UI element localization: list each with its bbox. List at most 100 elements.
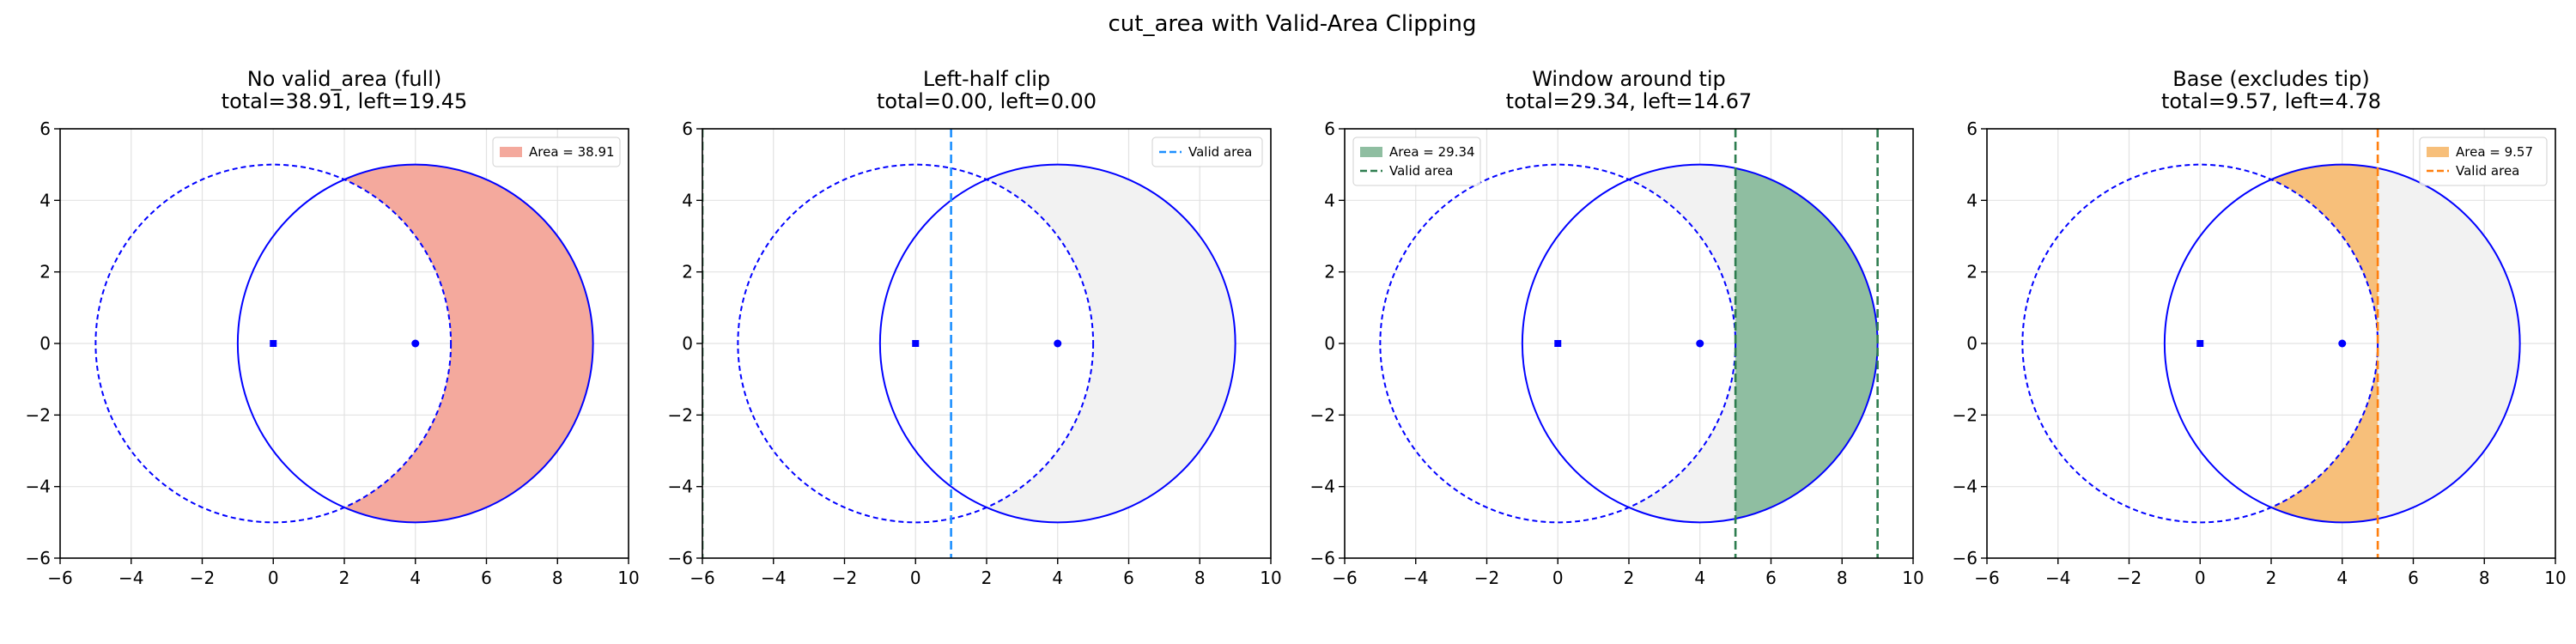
y-tick-label: −6	[1953, 548, 1978, 568]
center-marker-square	[912, 340, 920, 347]
y-tick-label: −2	[26, 404, 51, 425]
subplot-title-line: Window around tip	[1532, 67, 1726, 91]
target-circle	[2163, 163, 2521, 524]
x-tick-label: −6	[1332, 568, 1357, 588]
area-fill	[2271, 164, 2379, 523]
x-tick-label: 0	[268, 568, 279, 588]
y-tick-label: 0	[1966, 333, 1978, 354]
legend-label: Valid area	[1188, 144, 1252, 160]
center-marker-circle	[411, 339, 420, 348]
y-tick-label: −6	[668, 548, 693, 568]
x-tick-label: 4	[1052, 568, 1063, 588]
x-tick-label: 4	[2336, 568, 2348, 588]
legend-box	[2419, 137, 2548, 186]
y-tick-label: 0	[1324, 333, 1335, 354]
x-tick-label: −6	[1974, 568, 1999, 588]
y-tick-label: 6	[1324, 118, 1335, 139]
x-tick-label: 2	[1624, 568, 1635, 588]
x-tick-label: 6	[481, 568, 492, 588]
y-tick-label: −2	[1953, 404, 1978, 425]
subplot-1: No valid_area (full)total=38.91, left=19…	[26, 67, 640, 588]
subplot-title-line: total=29.34, left=14.67	[1506, 89, 1753, 113]
x-tick-label: 10	[1260, 568, 1281, 588]
legend: Area = 29.34 Valid area	[1352, 137, 1481, 186]
crescent-background	[2271, 164, 2520, 523]
y-tick-label: 6	[39, 118, 51, 139]
y-tick-label: 6	[682, 118, 693, 139]
x-tick-label: −4	[1403, 568, 1428, 588]
legend: Valid area	[1151, 137, 1263, 167]
cutter-circle	[737, 163, 1095, 524]
y-tick-label: 2	[39, 262, 51, 283]
x-tick-label: 4	[1694, 568, 1705, 588]
center-marker-circle	[2338, 339, 2347, 348]
x-tick-label: −6	[690, 568, 714, 588]
x-tick-label: −4	[761, 568, 786, 588]
legend-box	[1151, 137, 1263, 167]
x-tick-label: 6	[2408, 568, 2419, 588]
y-tick-label: 0	[682, 333, 693, 354]
y-tick-label: −4	[1310, 477, 1335, 497]
x-tick-label: 0	[2195, 568, 2206, 588]
target-circle	[878, 163, 1236, 524]
y-tick-label: −2	[668, 404, 693, 425]
legend-label: Valid area	[1389, 163, 1453, 179]
y-tick-label: −2	[1310, 404, 1335, 425]
legend-swatch	[1360, 147, 1382, 157]
x-tick-label: 8	[2479, 568, 2490, 588]
plot-area	[1987, 129, 2555, 558]
center-marker-square	[1554, 340, 1562, 347]
subplot-title-line: total=0.00, left=0.00	[877, 89, 1097, 113]
x-tick-label: 10	[2544, 568, 2566, 588]
x-tick-label: 10	[1902, 568, 1923, 588]
x-tick-label: 10	[617, 568, 639, 588]
panels: No valid_area (full)total=38.91, left=19…	[26, 67, 2567, 588]
y-tick-label: 4	[682, 190, 693, 210]
legend-box	[1352, 137, 1481, 186]
x-tick-label: −2	[190, 568, 215, 588]
x-tick-label: 6	[1765, 568, 1777, 588]
plot-area	[60, 129, 629, 558]
x-tick-label: −2	[2117, 568, 2142, 588]
center-marker-circle	[1696, 339, 1704, 348]
y-tick-label: −6	[1310, 548, 1335, 568]
x-tick-label: 2	[981, 568, 993, 588]
center-marker-square	[270, 340, 277, 347]
legend-box	[492, 137, 621, 167]
legend-label: Area = 29.34	[1389, 144, 1475, 160]
x-tick-label: −4	[2045, 568, 2070, 588]
y-tick-label: 4	[1966, 190, 1978, 210]
y-tick-label: 0	[39, 333, 51, 354]
legend-label: Valid area	[2456, 163, 2519, 179]
x-tick-label: 0	[1552, 568, 1564, 588]
legend-label: Area = 9.57	[2456, 144, 2533, 160]
x-tick-label: 0	[910, 568, 921, 588]
legend: Area = 38.91	[492, 137, 621, 167]
x-tick-label: −2	[1474, 568, 1499, 588]
y-tick-label: −4	[26, 477, 51, 497]
y-tick-label: 4	[39, 190, 51, 210]
y-tick-label: −4	[1953, 477, 1978, 497]
x-tick-label: 6	[1123, 568, 1134, 588]
crescent-background	[987, 164, 1236, 523]
x-tick-label: 8	[1194, 568, 1206, 588]
legend: Area = 9.57 Valid area	[2419, 137, 2548, 186]
legend-swatch	[500, 147, 522, 157]
x-tick-label: 8	[552, 568, 563, 588]
target-circle	[236, 163, 594, 524]
subplot-title-line: total=9.57, left=4.78	[2161, 89, 2381, 113]
x-tick-label: −4	[118, 568, 143, 588]
subplot-4: Base (excludes tip)total=9.57, left=4.78…	[1953, 67, 2567, 588]
x-tick-label: 4	[410, 568, 421, 588]
subplot-title-line: total=38.91, left=19.45	[222, 89, 468, 113]
x-tick-label: 8	[1837, 568, 1848, 588]
x-tick-label: −6	[47, 568, 72, 588]
y-tick-label: 2	[682, 262, 693, 283]
area-fill	[1735, 167, 1878, 519]
x-tick-label: −2	[832, 568, 857, 588]
legend-label: Area = 38.91	[529, 144, 615, 160]
y-tick-label: −4	[668, 477, 693, 497]
